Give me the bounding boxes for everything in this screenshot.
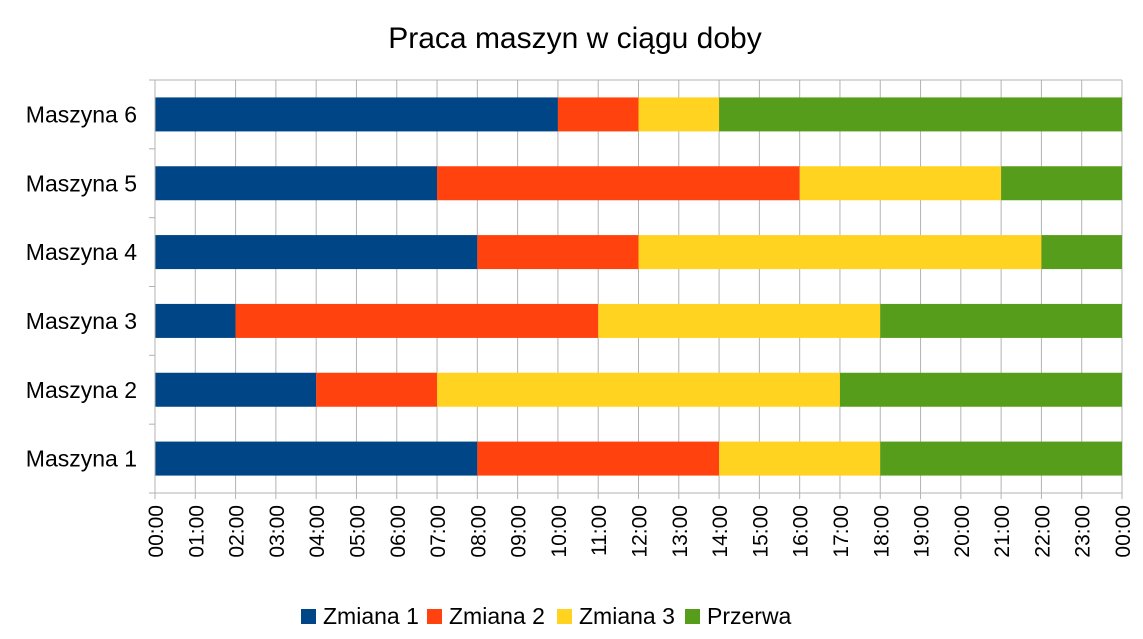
x-tick-label: 11:00 [588,505,611,556]
legend: Zmiana 1 Zmiana 2 Zmiana 3 Przerwa [301,603,792,629]
legend-label: Przerwa [707,603,792,629]
bars [155,97,1122,476]
x-tick-labels: 00:00 01:00 02:00 03:00 04:00 05:00 06:00 07:00… [145,505,1135,558]
bar-zmiana-2-5 [437,166,800,201]
bar-przerwa-2 [839,372,1122,407]
bar-zmiana-3-4 [638,235,1042,270]
x-tick-label: 20:00 [951,505,974,558]
category-label: Maszyna 4 [26,239,137,265]
bar-zmiana-2-1 [477,441,720,476]
x-tick-label: 03:00 [266,505,289,558]
bar-zmiana-3-1 [719,441,881,476]
x-tick-label: 19:00 [911,505,934,558]
x-tick-label: 18:00 [870,505,893,558]
legend-swatch [557,609,572,624]
x-tick-label: 23:00 [1072,505,1095,558]
category-label: Maszyna 2 [26,377,137,403]
x-tick-label: 17:00 [830,505,853,558]
x-tick-label: 00:00 [1112,505,1135,558]
x-tick-label: 10:00 [548,505,571,558]
x-tick-label: 15:00 [749,505,772,558]
bar-przerwa-5 [1001,166,1122,201]
gridlines [154,79,1123,493]
x-tick-label: 02:00 [226,505,249,558]
category-label: Maszyna 1 [26,446,137,472]
x-tick-label: 13:00 [669,505,692,558]
legend-swatch [427,609,442,624]
legend-label: Zmiana 2 [449,603,545,629]
bar-zmiana-3-5 [799,166,1002,201]
bar-zmiana-1-2 [155,372,317,407]
x-tick-label: 12:00 [629,505,652,558]
bar-przerwa-6 [719,97,1122,132]
bar-zmiana-1-1 [155,441,478,476]
x-tick-label: 22:00 [1031,505,1054,558]
bar-zmiana-1-6 [155,97,558,132]
bar-zmiana-2-4 [477,235,639,270]
bar-zmiana-1-5 [155,166,438,201]
category-label: Maszyna 5 [26,170,137,196]
bar-zmiana-3-2 [437,372,840,407]
x-tick-label: 04:00 [306,505,329,558]
category-label: Maszyna 6 [26,101,137,127]
legend-label: Zmiana 1 [323,603,419,629]
x-tick-label: 00:00 [145,505,168,558]
x-tick-label: 08:00 [467,505,490,558]
x-tick-label: 07:00 [427,505,450,558]
x-tick-label: 16:00 [790,505,813,558]
category-labels: Maszyna 1 Maszyna 2 Maszyna 3 Maszyna 4 Masz… [26,101,137,471]
bar-zmiana-2-6 [557,97,639,132]
bar-przerwa-3 [880,303,1122,338]
legend-label: Zmiana 3 [579,603,675,629]
bar-zmiana-2-3 [235,303,599,338]
bar-przerwa-4 [1041,235,1122,270]
x-tick-label: 05:00 [346,505,369,558]
legend-swatch [301,609,316,624]
legend-swatch [685,609,700,624]
bar-zmiana-1-4 [155,235,478,270]
x-tick-label: 14:00 [709,505,732,558]
bar-zmiana-3-3 [598,303,881,338]
category-label: Maszyna 3 [26,308,137,334]
chart-title: Praca maszyn w ciągu doby [388,22,762,55]
x-tick-label: 21:00 [991,505,1014,558]
axes [149,79,1123,499]
x-tick-label: 06:00 [387,505,410,558]
bar-zmiana-2-2 [316,372,438,407]
bar-zmiana-3-6 [638,97,720,132]
x-tick-label: 01:00 [185,505,208,558]
bar-przerwa-1 [880,441,1122,476]
x-tick-label: 09:00 [508,505,531,558]
bar-zmiana-1-3 [155,303,236,338]
